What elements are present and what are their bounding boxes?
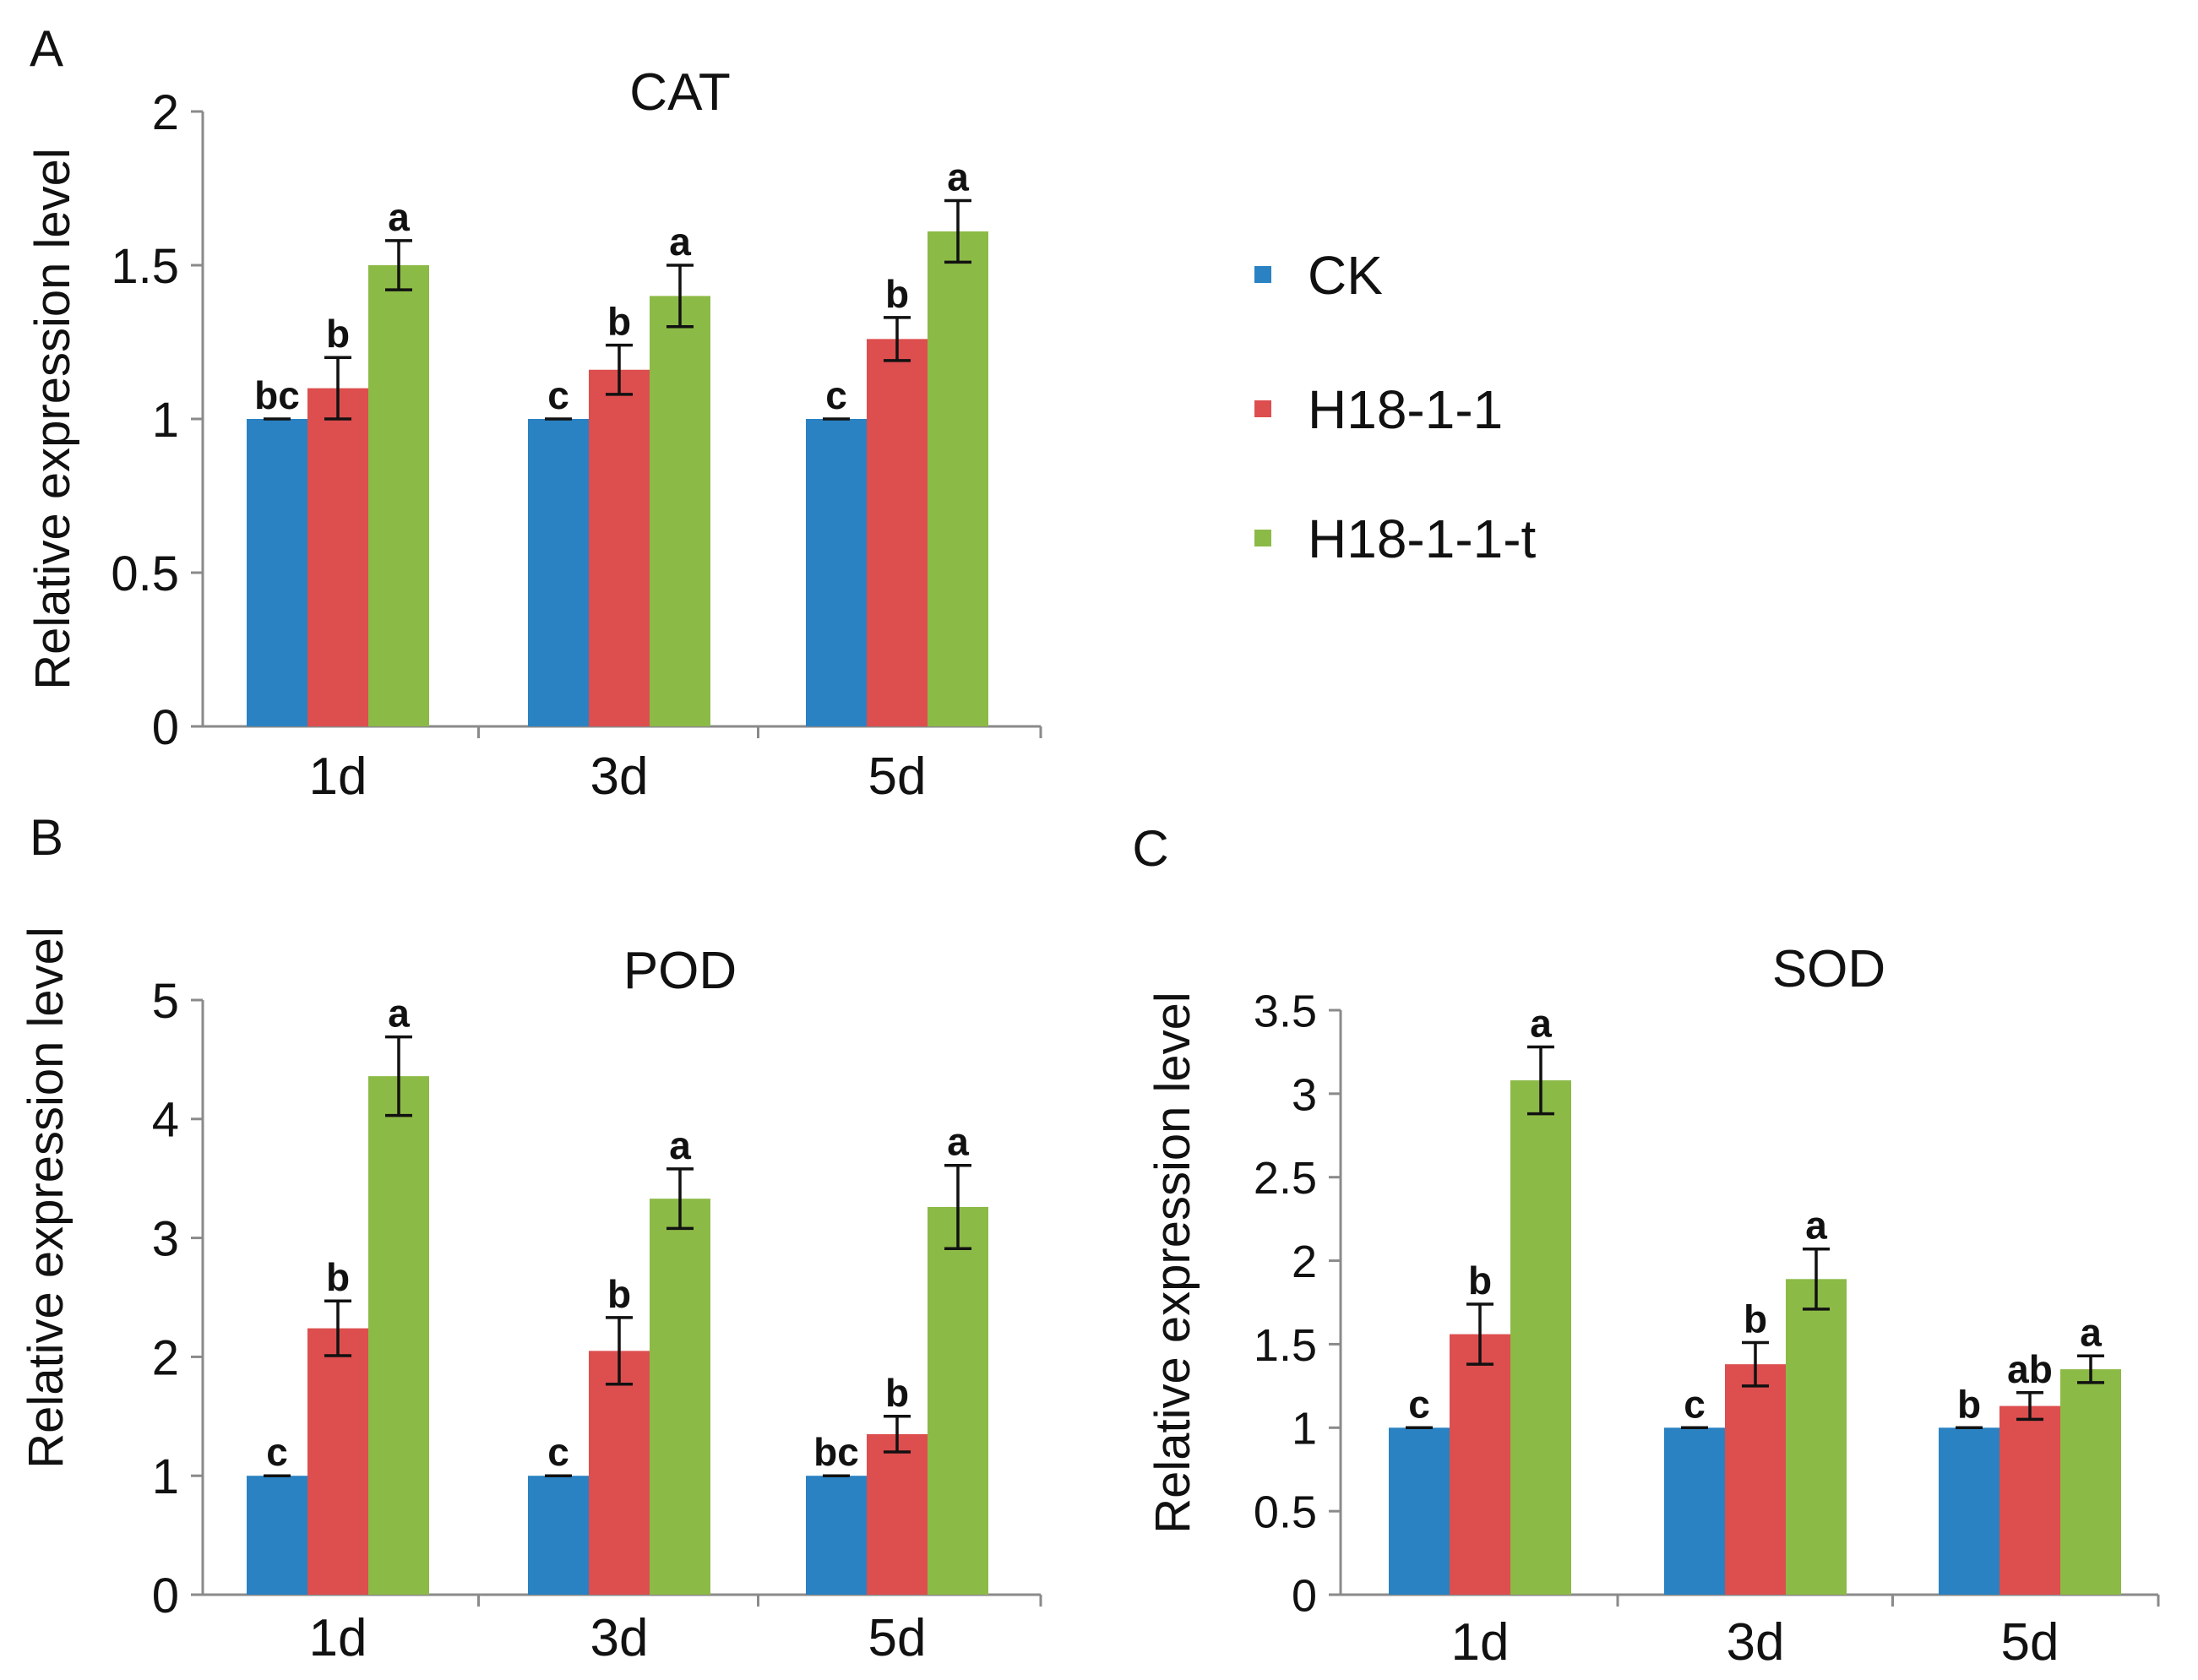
pod-bar-h18-1-1-t-1d [368, 1076, 429, 1595]
pod-bar-h18-1-1-t-3d [650, 1199, 710, 1595]
cat-significance-label: a [669, 220, 691, 264]
legend-label-h18-1-1: H18-1-1 [1308, 379, 1503, 440]
sod-y-tick-label: 3.5 [1254, 986, 1317, 1036]
cat-bar-ck-5d [806, 419, 867, 726]
cat-chart-title: CAT [629, 63, 730, 122]
sod-x-tick-label-5d: 5d [2001, 1613, 2059, 1672]
cat-y-tick-label: 2 [152, 85, 179, 140]
sod-significance-label: b [1957, 1382, 1981, 1426]
sod-y-tick-label: 0 [1292, 1570, 1317, 1621]
sod-y-tick-label: 1 [1292, 1404, 1317, 1454]
sod-chart-title: SOD [1772, 940, 1885, 998]
cat-bar-h18-1-1-5d [867, 339, 928, 726]
cat-bar-ck-1d [247, 419, 307, 726]
cat-x-tick-label-1d: 1d [309, 748, 367, 806]
pod-significance-label: c [266, 1430, 288, 1474]
pod-x-tick-label-3d: 3d [590, 1609, 649, 1667]
sod-bar-h18-1-1-t-5d [2060, 1369, 2121, 1595]
sod-significance-label: a [1530, 1001, 1552, 1045]
pod-bar-h18-1-1-5d [867, 1433, 928, 1595]
legend-swatch-h18-1-1-t [1254, 530, 1271, 546]
pod-bar-ck-1d [247, 1476, 307, 1595]
cat-bar-h18-1-1-t-3d [650, 296, 710, 726]
sod-y-tick-label: 2 [1292, 1237, 1317, 1287]
panel-letter-b: B [30, 809, 63, 866]
pod-significance-label: b [885, 1371, 909, 1415]
cat-significance-label: a [388, 195, 410, 239]
cat-significance-label: c [825, 373, 847, 417]
sod-bar-h18-1-1-5d [1999, 1405, 2060, 1595]
panel-letter-c: C [1132, 820, 1168, 877]
sod-bar-h18-1-1-t-1d [1510, 1080, 1571, 1595]
sod-bar-ck-5d [1939, 1427, 1999, 1595]
sod-bar-ck-3d [1664, 1427, 1725, 1595]
cat-significance-label: c [547, 373, 569, 417]
pod-chart-title: POD [623, 942, 737, 1000]
pod-significance-label: a [669, 1123, 691, 1167]
pod-y-tick-label: 2 [152, 1330, 179, 1385]
pod-x-tick-label-1d: 1d [309, 1609, 367, 1667]
sod-bar-h18-1-1-t-3d [1786, 1279, 1847, 1595]
cat-significance-label: a [947, 155, 969, 199]
pod-bar-h18-1-1-t-5d [928, 1206, 988, 1595]
pod-y-tick-label: 0 [152, 1569, 179, 1623]
sod-y-tick-label: 3 [1292, 1069, 1317, 1120]
legend-label-h18-1-1-t: H18-1-1-t [1308, 508, 1537, 569]
sod-y-tick-label: 0.5 [1254, 1487, 1317, 1538]
pod-bar-ck-5d [806, 1476, 867, 1595]
sod-significance-label: c [1684, 1382, 1706, 1426]
cat-bar-h18-1-1-1d [307, 388, 368, 726]
cat-y-tick-label: 0.5 [111, 546, 179, 601]
sod-bar-h18-1-1-3d [1725, 1364, 1786, 1595]
pod-significance-label: a [947, 1120, 969, 1164]
sod-y-axis-label: Relative expression level [1145, 992, 1200, 1534]
cat-significance-label: b [607, 300, 631, 344]
pod-x-tick-label-5d: 5d [868, 1609, 927, 1667]
sod-significance-label: ab [2007, 1347, 2053, 1391]
legend-swatch-ck [1254, 266, 1271, 283]
sod-y-tick-label: 1.5 [1254, 1320, 1317, 1371]
pod-significance-label: a [388, 992, 410, 1036]
cat-bar-h18-1-1-3d [589, 369, 650, 726]
sod-significance-label: b [1744, 1297, 1767, 1340]
pod-significance-label: b [607, 1272, 631, 1316]
pod-significance-label: b [326, 1255, 350, 1299]
cat-y-tick-label: 0 [152, 700, 179, 755]
legend-label-ck: CK [1308, 245, 1383, 306]
panel-letter-a: A [30, 20, 63, 77]
sod-bar-h18-1-1-1d [1450, 1334, 1510, 1595]
legend-swatch-h18-1-1 [1254, 400, 1271, 417]
cat-significance-label: b [885, 272, 909, 316]
cat-y-tick-label: 1.5 [111, 239, 179, 294]
cat-significance-label: bc [254, 373, 300, 417]
sod-bar-ck-1d [1389, 1427, 1450, 1595]
pod-bar-h18-1-1-1d [307, 1328, 368, 1595]
pod-y-axis-label: Relative expression level [19, 927, 73, 1469]
sod-significance-label: c [1408, 1382, 1430, 1426]
cat-significance-label: b [326, 312, 350, 356]
pod-y-tick-label: 4 [152, 1093, 179, 1148]
cat-bar-h18-1-1-t-1d [368, 265, 429, 726]
sod-significance-label: a [2080, 1310, 2102, 1354]
pod-y-tick-label: 5 [152, 974, 179, 1029]
cat-bar-ck-3d [528, 419, 589, 726]
cat-y-axis-label: Relative expression level [25, 148, 80, 690]
pod-significance-label: bc [813, 1430, 859, 1474]
sod-significance-label: a [1805, 1204, 1827, 1248]
pod-bar-h18-1-1-3d [589, 1351, 650, 1595]
cat-x-tick-label-5d: 5d [868, 748, 927, 806]
sod-x-tick-label-3d: 3d [1727, 1613, 1785, 1672]
pod-significance-label: c [547, 1430, 569, 1474]
cat-x-tick-label-3d: 3d [590, 748, 649, 806]
sod-y-tick-label: 2.5 [1254, 1153, 1317, 1204]
sod-x-tick-label-1d: 1d [1451, 1613, 1510, 1672]
pod-bar-ck-3d [528, 1476, 589, 1595]
cat-y-tick-label: 1 [152, 393, 179, 448]
pod-y-tick-label: 1 [152, 1449, 179, 1504]
sod-significance-label: b [1468, 1259, 1492, 1302]
pod-y-tick-label: 3 [152, 1211, 179, 1266]
cat-bar-h18-1-1-t-5d [928, 231, 988, 727]
